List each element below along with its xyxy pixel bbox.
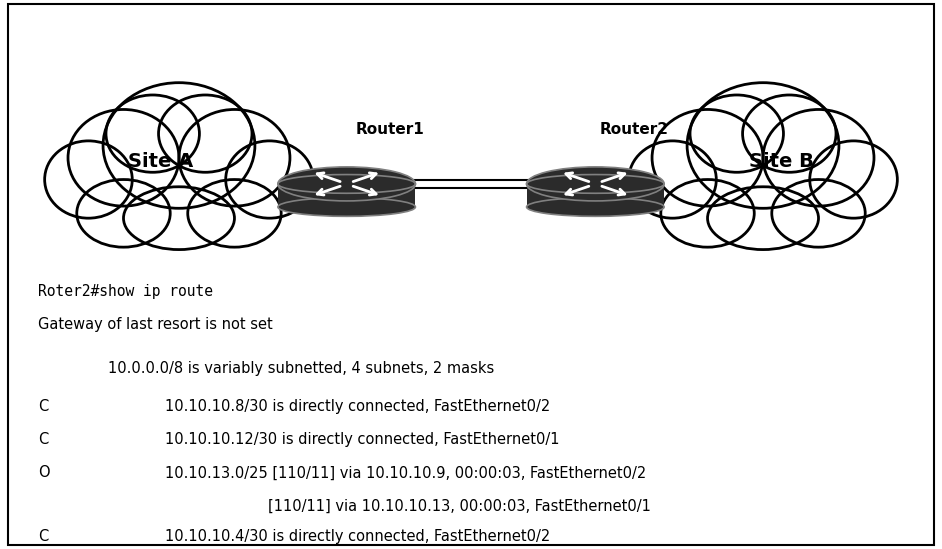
Text: C: C: [38, 433, 48, 447]
Text: 10.0.0.0/8 is variably subnetted, 4 subnets, 2 masks: 10.0.0.0/8 is variably subnetted, 4 subn…: [108, 361, 495, 376]
Text: Site A: Site A: [127, 153, 193, 171]
Ellipse shape: [278, 167, 415, 201]
Ellipse shape: [68, 109, 179, 206]
Ellipse shape: [690, 95, 784, 172]
Text: Site B: Site B: [750, 153, 814, 171]
Text: [110/11] via 10.10.10.13, 00:00:03, FastEthernet0/1: [110/11] via 10.10.10.13, 00:00:03, Fast…: [268, 498, 651, 513]
Ellipse shape: [652, 109, 763, 206]
Text: O: O: [38, 466, 49, 480]
Text: 10.10.10.4/30 is directly connected, FastEthernet0/2: 10.10.10.4/30 is directly connected, Fas…: [165, 529, 550, 544]
Ellipse shape: [103, 83, 255, 208]
Ellipse shape: [278, 198, 415, 216]
Polygon shape: [278, 184, 415, 207]
Text: Gateway of last resort is not set: Gateway of last resort is not set: [38, 317, 272, 332]
Text: C: C: [38, 529, 48, 544]
Ellipse shape: [76, 180, 171, 247]
Ellipse shape: [187, 180, 281, 247]
Ellipse shape: [687, 83, 839, 208]
Ellipse shape: [44, 141, 132, 218]
Text: 10.10.13.0/25 [110/11] via 10.10.10.9, 00:00:03, FastEthernet0/2: 10.10.13.0/25 [110/11] via 10.10.10.9, 0…: [165, 466, 646, 480]
Ellipse shape: [628, 141, 716, 218]
Ellipse shape: [527, 167, 664, 201]
Ellipse shape: [527, 198, 664, 216]
Text: Router1: Router1: [356, 122, 425, 137]
Text: C: C: [38, 400, 48, 414]
Ellipse shape: [158, 95, 252, 172]
Ellipse shape: [106, 95, 200, 172]
Text: Roter2#show ip route: Roter2#show ip route: [38, 284, 213, 299]
Ellipse shape: [810, 141, 898, 218]
Ellipse shape: [771, 180, 865, 247]
Ellipse shape: [707, 187, 819, 250]
Ellipse shape: [763, 109, 874, 206]
Ellipse shape: [179, 109, 290, 206]
Text: 10.10.10.8/30 is directly connected, FastEthernet0/2: 10.10.10.8/30 is directly connected, Fas…: [165, 400, 550, 414]
Ellipse shape: [123, 187, 235, 250]
Ellipse shape: [226, 141, 314, 218]
Text: Router2: Router2: [600, 122, 669, 137]
Ellipse shape: [661, 180, 755, 247]
Text: 10.10.10.12/30 is directly connected, FastEthernet0/1: 10.10.10.12/30 is directly connected, Fa…: [165, 433, 560, 447]
Polygon shape: [527, 184, 664, 207]
Ellipse shape: [742, 95, 836, 172]
